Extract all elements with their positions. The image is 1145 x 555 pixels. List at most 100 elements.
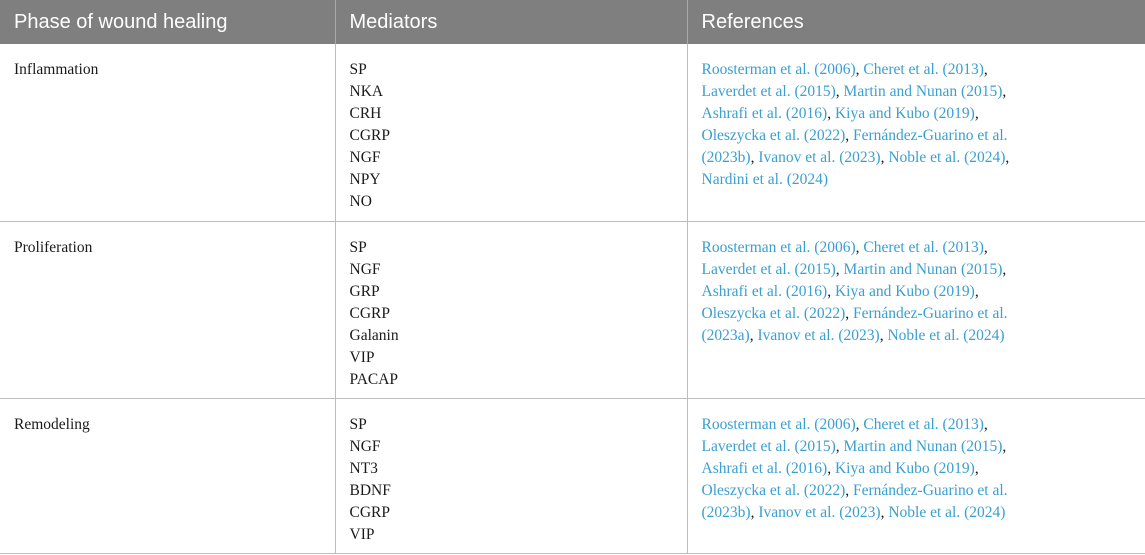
- reference-line: (2023b), Ivanov et al. (2023), Noble et …: [702, 147, 1132, 169]
- reference-link[interactable]: Kiya and Kubo (2019): [834, 459, 975, 477]
- header-phase: Phase of wound healing: [0, 0, 336, 44]
- reference-line: (2023b), Ivanov et al. (2023), Noble et …: [702, 502, 1132, 524]
- reference-line: Nardini et al. (2024): [702, 169, 1132, 191]
- reference-link[interactable]: Laverdet et al. (2015): [701, 83, 836, 100]
- reference-separator: ,: [974, 105, 979, 122]
- reference-link[interactable]: Cheret et al. (2013): [863, 61, 984, 78]
- table-row: Remodeling SP NGF NT3 BDNF CGRP VIP Roosterman …: [0, 398, 1145, 554]
- references-cell: Roosterman et al. (2006), Cheret et al. …: [687, 221, 1145, 399]
- reference-separator: ,: [827, 459, 835, 477]
- mediator-item: NGF: [349, 437, 381, 455]
- reference-separator: ,: [1005, 149, 1010, 166]
- reference-line: Roosterman et al. (2006), Cheret et al. …: [702, 237, 1132, 259]
- reference-link[interactable]: Laverdet et al. (2015): [701, 260, 836, 278]
- reference-link[interactable]: Noble et al. (2024): [888, 503, 1006, 521]
- reference-link[interactable]: Nardini et al. (2024): [701, 171, 829, 188]
- reference-separator: ,: [1002, 83, 1007, 100]
- reference-line: Laverdet et al. (2015), Martin and Nunan…: [702, 81, 1132, 103]
- reference-link[interactable]: Martin and Nunan (2015): [843, 437, 1003, 455]
- header-references: References: [687, 0, 1145, 44]
- mediator-item: CGRP: [349, 503, 391, 521]
- reference-line: Ashrafi et al. (2016), Kiya and Kubo (20…: [702, 281, 1132, 303]
- header-row: Phase of wound healing Mediators Referen…: [0, 0, 1145, 44]
- reference-line: Ashrafi et al. (2016), Kiya and Kubo (20…: [702, 458, 1132, 480]
- reference-separator: ,: [749, 326, 758, 344]
- mediator-item: SP: [349, 238, 367, 256]
- references-cell: Roosterman et al. (2006), Cheret et al. …: [687, 398, 1145, 554]
- reference-line: (2023a), Ivanov et al. (2023), Noble et …: [702, 325, 1132, 347]
- mediator-item: NGF: [349, 149, 381, 166]
- reference-line: Roosterman et al. (2006), Cheret et al. …: [702, 59, 1132, 81]
- reference-separator: ,: [835, 83, 844, 100]
- reference-link[interactable]: (2023b): [701, 149, 751, 166]
- reference-link[interactable]: (2023b): [701, 503, 751, 521]
- reference-link[interactable]: Ashrafi et al. (2016): [701, 105, 828, 122]
- reference-separator: ,: [974, 282, 979, 300]
- mediator-item: NGF: [349, 260, 381, 278]
- reference-separator: ,: [835, 437, 844, 455]
- mediator-item: BDNF: [349, 481, 391, 499]
- reference-line: Roosterman et al. (2006), Cheret et al. …: [702, 414, 1132, 436]
- reference-link[interactable]: Ivanov et al. (2023): [758, 503, 881, 521]
- mediator-item: SP: [349, 61, 367, 78]
- mediator-item: NT3: [349, 459, 378, 477]
- reference-link[interactable]: Fernández-Guarino et al.: [853, 481, 1008, 499]
- mediators-cell: SP NGF NT3 BDNF CGRP VIP: [335, 398, 688, 554]
- reference-link[interactable]: Noble et al. (2024): [888, 149, 1006, 166]
- phase-cell: Proliferation: [0, 221, 336, 399]
- reference-link[interactable]: Roosterman et al. (2006): [701, 238, 856, 256]
- mediators-cell: SP NKA CRH CGRP NGF NPY NO: [335, 44, 688, 222]
- reference-separator: ,: [855, 61, 864, 78]
- reference-separator: ,: [880, 503, 889, 521]
- reference-link[interactable]: Roosterman et al. (2006): [701, 415, 856, 433]
- reference-separator: ,: [827, 105, 835, 122]
- reference-separator: ,: [880, 149, 889, 166]
- mediator-item: SP: [349, 415, 367, 433]
- reference-link[interactable]: Ashrafi et al. (2016): [701, 282, 828, 300]
- reference-link[interactable]: Roosterman et al. (2006): [701, 61, 856, 78]
- reference-link[interactable]: Fernández-Guarino et al.: [853, 127, 1008, 144]
- reference-link[interactable]: Ivanov et al. (2023): [757, 326, 880, 344]
- reference-link[interactable]: Ashrafi et al. (2016): [701, 459, 828, 477]
- reference-separator: ,: [1002, 260, 1007, 278]
- table-body: Inflammation SP NKA CRH CGRP NGF NPY NO Roosterm…: [0, 44, 1145, 554]
- phase-cell: Remodeling: [0, 398, 336, 554]
- reference-separator: ,: [845, 127, 853, 144]
- reference-link[interactable]: Cheret et al. (2013): [863, 415, 984, 433]
- reference-separator: ,: [827, 282, 835, 300]
- reference-link[interactable]: Cheret et al. (2013): [863, 238, 984, 256]
- phase-cell: Inflammation: [0, 44, 336, 222]
- reference-separator: ,: [750, 503, 759, 521]
- table-header: Phase of wound healing Mediators Referen…: [0, 0, 1145, 44]
- reference-link[interactable]: Ivanov et al. (2023): [758, 149, 881, 166]
- reference-separator: ,: [983, 61, 988, 78]
- reference-separator: ,: [835, 260, 844, 278]
- mediator-item: GRP: [349, 282, 380, 300]
- reference-line: Oleszycka et al. (2022), Fernández-Guari…: [702, 480, 1132, 502]
- reference-separator: ,: [845, 481, 853, 499]
- reference-line: Oleszycka et al. (2022), Fernández-Guari…: [702, 125, 1132, 147]
- reference-link[interactable]: Martin and Nunan (2015): [843, 260, 1003, 278]
- reference-link[interactable]: Martin and Nunan (2015): [843, 83, 1003, 100]
- reference-link[interactable]: Oleszycka et al. (2022): [701, 481, 846, 499]
- reference-link[interactable]: (2023a): [701, 326, 750, 344]
- reference-separator: ,: [983, 238, 988, 256]
- reference-link[interactable]: Fernández-Guarino et al.: [853, 304, 1008, 322]
- reference-separator: ,: [750, 149, 759, 166]
- reference-link[interactable]: Kiya and Kubo (2019): [834, 282, 975, 300]
- mediator-item: PACAP: [349, 370, 399, 388]
- header-mediators: Mediators: [335, 0, 688, 44]
- reference-link[interactable]: Oleszycka et al. (2022): [701, 304, 846, 322]
- mediator-item: NKA: [349, 83, 384, 100]
- reference-link[interactable]: Laverdet et al. (2015): [701, 437, 836, 455]
- mediators-cell: SP NGF GRP CGRP Galanin VIP PACAP: [335, 221, 688, 399]
- reference-separator: ,: [983, 415, 988, 433]
- reference-link[interactable]: Oleszycka et al. (2022): [701, 127, 846, 144]
- mediator-item: CGRP: [349, 127, 391, 144]
- mediator-item: VIP: [349, 348, 375, 366]
- reference-link[interactable]: Kiya and Kubo (2019): [834, 105, 975, 122]
- reference-separator: ,: [974, 459, 979, 477]
- reference-link[interactable]: Noble et al. (2024): [887, 326, 1005, 344]
- table-row: Inflammation SP NKA CRH CGRP NGF NPY NO Roosterm…: [0, 44, 1145, 222]
